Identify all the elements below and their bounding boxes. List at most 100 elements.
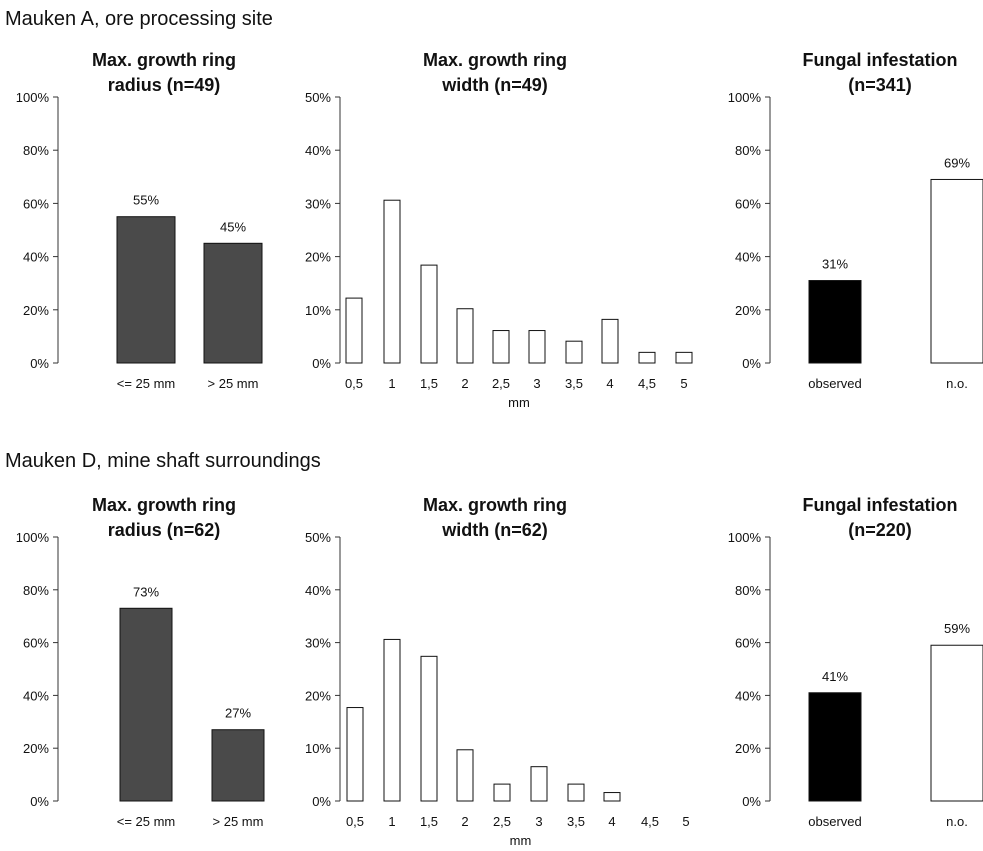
x-tick-label: <= 25 mm bbox=[117, 814, 176, 829]
chart-title: Max. growth ring bbox=[92, 50, 236, 70]
bar bbox=[808, 280, 862, 364]
bar-chart: Fungal infestation (n=341) 0% 20% 40% 60% 80% 1… bbox=[728, 50, 983, 391]
x-tick-label: 1,5 bbox=[420, 814, 438, 829]
bar bbox=[420, 655, 438, 802]
chart-title: radius (n=49) bbox=[108, 75, 221, 95]
y-tick-label: 40% bbox=[305, 143, 331, 158]
chart-title: width (n=62) bbox=[441, 520, 548, 540]
x-axis-label: mm bbox=[508, 395, 530, 410]
x-tick-label: observed bbox=[808, 814, 861, 829]
y-tick-label: 80% bbox=[735, 143, 761, 158]
x-tick-label: 2 bbox=[461, 814, 468, 829]
bar-chart: Max. growth ring width (n=62) 0% 10% 20% 30% 4… bbox=[305, 495, 690, 848]
y-tick-label: 80% bbox=[735, 583, 761, 598]
data-label: 55% bbox=[133, 193, 159, 208]
bar bbox=[456, 749, 474, 802]
bar bbox=[638, 351, 656, 364]
bar bbox=[346, 707, 364, 802]
x-tick-label: 3,5 bbox=[565, 376, 583, 391]
x-tick-label: 2,5 bbox=[493, 814, 511, 829]
bar bbox=[203, 242, 263, 364]
bar bbox=[420, 264, 438, 364]
y-tick-label: 100% bbox=[728, 90, 762, 105]
y-tick-label: 10% bbox=[305, 741, 331, 756]
bar bbox=[116, 216, 176, 364]
x-tick-label: 0,5 bbox=[345, 376, 363, 391]
bar bbox=[456, 308, 474, 364]
bar bbox=[492, 330, 510, 364]
y-tick-label: 50% bbox=[305, 90, 331, 105]
y-tick-label: 10% bbox=[305, 303, 331, 318]
bar bbox=[808, 692, 862, 802]
x-tick-label: observed bbox=[808, 376, 861, 391]
x-axis-label: mm bbox=[510, 833, 532, 848]
chart-title: Max. growth ring bbox=[423, 495, 567, 515]
data-label: 27% bbox=[225, 706, 251, 721]
data-label: 41% bbox=[822, 669, 848, 684]
y-tick-label: 20% bbox=[23, 303, 49, 318]
section-title: Mauken D, mine shaft surroundings bbox=[5, 450, 321, 472]
x-tick-label: 0,5 bbox=[346, 814, 364, 829]
x-tick-label: 1 bbox=[388, 814, 395, 829]
y-tick-label: 0% bbox=[312, 794, 331, 809]
chart-title: (n=341) bbox=[848, 75, 912, 95]
chart-title: Max. growth ring bbox=[92, 495, 236, 515]
x-tick-label: 5 bbox=[682, 814, 689, 829]
bar bbox=[930, 178, 983, 364]
bar bbox=[675, 351, 693, 364]
x-tick-label: 3 bbox=[533, 376, 540, 391]
y-tick-label: 60% bbox=[23, 196, 49, 211]
x-tick-label: 2,5 bbox=[492, 376, 510, 391]
y-tick-label: 60% bbox=[735, 636, 761, 651]
x-tick-label: > 25 mm bbox=[213, 814, 264, 829]
y-tick-label: 40% bbox=[23, 250, 49, 265]
x-tick-label: 5 bbox=[680, 376, 687, 391]
bar bbox=[603, 792, 621, 802]
bar-chart: Max. growth ring width (n=49) 0% 10% 20% 30% 4… bbox=[305, 50, 693, 410]
bar bbox=[567, 783, 585, 802]
bar bbox=[493, 783, 511, 802]
chart-title: width (n=49) bbox=[441, 75, 548, 95]
bar bbox=[211, 729, 265, 802]
x-tick-label: 2 bbox=[461, 376, 468, 391]
y-tick-label: 40% bbox=[23, 688, 49, 703]
bar bbox=[528, 330, 546, 364]
y-tick-label: 20% bbox=[23, 741, 49, 756]
bar bbox=[383, 199, 401, 364]
y-tick-label: 0% bbox=[30, 356, 49, 371]
y-tick-label: 100% bbox=[16, 530, 50, 545]
y-tick-label: 0% bbox=[312, 356, 331, 371]
y-tick-label: 20% bbox=[735, 741, 761, 756]
x-tick-label: 4 bbox=[606, 376, 613, 391]
y-tick-label: 30% bbox=[305, 196, 331, 211]
x-tick-label: n.o. bbox=[946, 376, 968, 391]
bar bbox=[530, 766, 548, 802]
chart-title: Fungal infestation bbox=[803, 50, 958, 70]
y-tick-label: 20% bbox=[735, 303, 761, 318]
y-tick-label: 80% bbox=[23, 143, 49, 158]
bar bbox=[119, 607, 173, 802]
y-tick-label: 30% bbox=[305, 636, 331, 651]
y-tick-label: 60% bbox=[23, 636, 49, 651]
section-title: Mauken A, ore processing site bbox=[5, 8, 273, 30]
bar bbox=[565, 340, 583, 364]
chart-title: Max. growth ring bbox=[423, 50, 567, 70]
chart-title: radius (n=62) bbox=[108, 520, 221, 540]
y-tick-label: 80% bbox=[23, 583, 49, 598]
x-tick-label: 4,5 bbox=[641, 814, 659, 829]
bar bbox=[345, 297, 363, 364]
bar-chart: Max. growth ring radius (n=62) 0% 20% 40% 60%… bbox=[16, 495, 265, 829]
bar bbox=[930, 644, 983, 802]
data-label: 31% bbox=[822, 257, 848, 272]
y-tick-label: 50% bbox=[305, 530, 331, 545]
y-tick-label: 60% bbox=[735, 196, 761, 211]
data-label: 59% bbox=[944, 621, 970, 636]
x-tick-label: 3,5 bbox=[567, 814, 585, 829]
y-tick-label: 20% bbox=[305, 250, 331, 265]
y-tick-label: 40% bbox=[305, 583, 331, 598]
data-label: 73% bbox=[133, 584, 159, 599]
y-tick-label: 0% bbox=[30, 794, 49, 809]
bar-chart: Fungal infestation (n=220) 0% 20% 40% 60% 80% 1… bbox=[728, 495, 983, 829]
